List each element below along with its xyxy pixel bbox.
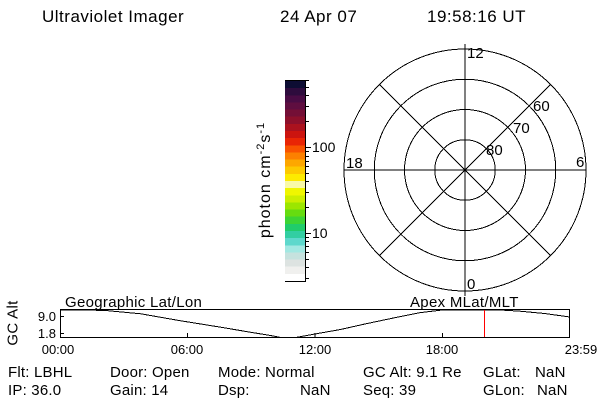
y-tick-9-0: 9.0: [37, 309, 56, 324]
colorbar-minor-tick: [306, 267, 309, 268]
status-gain: Gain: 14: [110, 382, 169, 399]
colorbar-unit-label: photon cm-2s-1: [255, 121, 275, 239]
colorbar-tick-label: 100: [312, 139, 336, 155]
colorbar-tick-label: 10: [312, 225, 328, 241]
colorbar-minor-tick: [306, 241, 309, 242]
polar-plot: 12 18 6 0 60 70 80: [343, 44, 587, 296]
status-seq: Seq: 39: [363, 382, 417, 399]
timeline-frame: [60, 309, 570, 338]
status-gc-alt: GC Alt: 9.1 Re: [363, 364, 462, 381]
polar-grid-lines: [343, 44, 587, 296]
altitude-timeline-plot: [60, 309, 571, 338]
x-tick-0000: 00:00: [41, 342, 75, 357]
x-tick-1800: 18:00: [425, 342, 459, 357]
status-glon-value: NaN: [537, 382, 568, 399]
colorbar-minor-tick: [306, 166, 309, 167]
colorbar-minor-tick: [306, 151, 309, 152]
lat-label-70: 70: [513, 120, 530, 137]
mlt-label-0: 0: [467, 276, 475, 293]
colorbar-major-tick: [306, 147, 311, 148]
colorbar-minor-tick: [306, 237, 309, 238]
colorbar-minor-tick: [306, 252, 309, 253]
colorbar-minor-tick: [306, 259, 309, 260]
y-tick-1-8: 1.8: [37, 326, 56, 341]
colorbar-minor-tick: [306, 278, 309, 279]
status-glat-value: NaN: [535, 364, 566, 381]
unit-prefix: photon cm: [257, 154, 274, 239]
timeline-title-right: Apex MLat/MLT: [410, 294, 519, 311]
colorbar-minor-tick: [306, 121, 309, 122]
unit-exponent-1: -2: [255, 142, 267, 155]
colorbar-minor-tick: [306, 161, 309, 162]
colorbar-minor-tick: [306, 181, 309, 182]
status-door: Door: Open: [110, 364, 190, 381]
mlt-label-12: 12: [467, 45, 484, 62]
lat-label-80: 80: [486, 142, 503, 159]
colorbar-minor-tick: [306, 192, 309, 193]
status-glon-label: GLon:: [483, 382, 525, 399]
status-dsp-value: NaN: [300, 382, 331, 399]
colorbar-gradient: [285, 80, 306, 282]
colorbar-minor-tick: [306, 156, 309, 157]
x-tick-0600: 06:00: [170, 342, 204, 357]
colorbar-minor-tick: [306, 207, 309, 208]
app-title: Ultraviolet Imager: [42, 7, 185, 26]
mlt-label-6: 6: [576, 154, 584, 171]
colorbar-axis: 100 10: [306, 80, 350, 281]
timeline-title-left: Geographic Lat/Lon: [65, 294, 203, 311]
x-tick-2359: 23:59: [564, 342, 598, 357]
status-glat-label: GLat:: [483, 364, 521, 381]
colorbar-minor-tick: [306, 173, 309, 174]
header-date: 24 Apr 07: [280, 7, 358, 26]
colorbar-minor-tick: [306, 80, 309, 81]
colorbar-minor-tick: [306, 246, 309, 247]
lat-label-60: 60: [533, 98, 550, 115]
header-time: 19:58:16 UT: [427, 7, 527, 26]
status-flt: Flt: LBHL: [8, 364, 73, 381]
status-ip: IP: 36.0: [8, 382, 62, 399]
mlt-diagonal-2: [379, 84, 551, 256]
unit-exponent-2: -1: [255, 121, 267, 134]
colorbar-minor-tick: [306, 106, 309, 107]
colorbar-minor-tick: [306, 87, 309, 88]
mlt-label-18: 18: [346, 155, 363, 172]
status-mode: Mode: Normal: [218, 364, 315, 381]
colorbar-minor-tick: [306, 95, 309, 96]
status-dsp-label: Dsp:: [218, 382, 250, 399]
altitude-curve: [60, 309, 571, 338]
colorbar-major-tick: [306, 233, 311, 234]
x-tick-1200: 12:00: [298, 342, 332, 357]
